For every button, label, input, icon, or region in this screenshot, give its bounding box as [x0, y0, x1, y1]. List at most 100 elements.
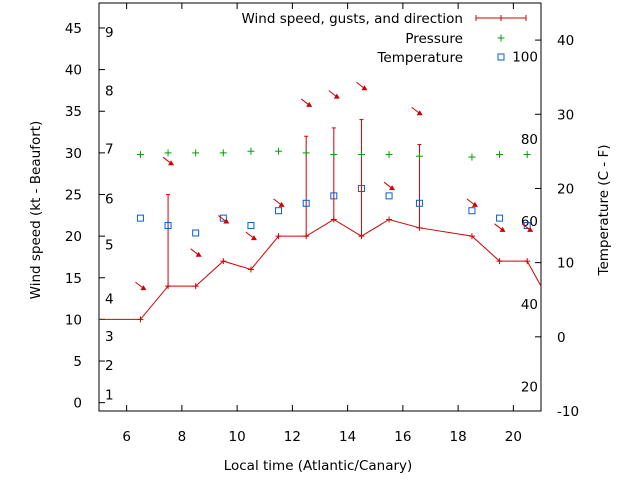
temperature-point	[275, 207, 283, 215]
y-left-axis-ticks: 0 5 10 15 20 25 30 35 40 45	[65, 21, 105, 412]
x-axis-label: Local time (Atlantic/Canary)	[224, 458, 413, 474]
x-tick-label: 18	[450, 429, 467, 445]
temperature-point	[247, 222, 255, 230]
beaufort-label: 8	[105, 83, 114, 99]
wind-direction-arrow	[411, 106, 423, 116]
wind-direction-arrow	[135, 281, 147, 291]
temperature-point	[385, 192, 393, 200]
temperature-point	[357, 184, 365, 192]
wind-speed-point	[275, 233, 282, 240]
fahrenheit-label: 100	[512, 49, 538, 65]
x-axis-ticks: 6 8 10 12 14 16 18 20	[122, 3, 522, 445]
pressure-point	[385, 151, 393, 159]
wind-speed-point	[386, 216, 393, 223]
wind-direction-arrow	[383, 181, 396, 191]
y-left-tick-label: 15	[65, 271, 82, 287]
x-tick-label: 20	[505, 429, 522, 445]
legend-pressure-marker	[497, 34, 505, 42]
temperature-point	[496, 214, 504, 222]
wind-direction-arrow	[356, 81, 368, 91]
x-tick-label: 16	[394, 429, 411, 445]
y-right-tick-label: 0	[557, 330, 566, 346]
fahrenheit-label: 80	[521, 132, 538, 148]
wind-speed-point	[524, 258, 531, 265]
wind-speed-point	[220, 258, 227, 265]
temperature-point	[219, 214, 227, 222]
wind-speed-point	[137, 316, 144, 323]
legend-temperature-marker	[497, 53, 505, 61]
beaufort-scale-labels: 1 2 3 4 5 6 7 8 9	[105, 25, 114, 403]
temperature-point	[302, 199, 310, 207]
temperature-point	[330, 192, 338, 200]
pressure-point	[192, 149, 200, 157]
wind-speed-line	[99, 218, 542, 320]
x-tick-label: 8	[178, 429, 187, 445]
y-left-tick-label: 35	[65, 104, 82, 120]
wind-direction-arrow	[218, 215, 230, 224]
y-left-tick-label: 5	[73, 354, 82, 370]
y-left-tick-label: 25	[65, 188, 82, 204]
temperature-point	[415, 199, 423, 207]
legend-label: Wind speed, gusts, and direction	[241, 11, 463, 27]
wind-speed-point	[468, 233, 475, 240]
wind-direction-arrow	[466, 198, 478, 207]
temperature-point	[136, 214, 144, 222]
wind-direction-arrows	[135, 81, 534, 291]
pressure-point	[164, 149, 172, 157]
y-left-tick-label: 10	[65, 312, 82, 328]
wind-direction-arrow	[521, 223, 534, 232]
pressure-point	[247, 147, 255, 155]
beaufort-label: 1	[105, 387, 114, 403]
x-tick-label: 14	[339, 429, 356, 445]
wind-direction-arrow	[494, 223, 506, 232]
wind-direction-arrow	[300, 98, 313, 107]
pressure-point	[302, 149, 310, 157]
x-tick-label: 10	[229, 429, 246, 445]
pressure-point	[496, 151, 504, 159]
legend-label: Temperature	[376, 50, 463, 66]
wind-direction-arrow	[162, 156, 175, 166]
pressure-point	[275, 147, 283, 155]
y-left-tick-label: 0	[73, 396, 82, 412]
y-right-tick-label: -10	[557, 404, 579, 420]
pressure-point	[330, 151, 338, 159]
temperature-point	[192, 229, 200, 237]
x-tick-label: 12	[284, 429, 301, 445]
beaufort-label: 6	[105, 192, 114, 208]
temperature-point	[164, 222, 172, 230]
wind-speed-point	[247, 266, 254, 273]
y-left-tick-label: 45	[65, 21, 82, 37]
temperature-point	[468, 207, 476, 215]
beaufort-label: 7	[105, 142, 114, 158]
beaufort-label: 4	[105, 292, 114, 308]
legend-label: Pressure	[405, 31, 463, 47]
fahrenheit-label: 20	[521, 380, 538, 396]
y-left-tick-label: 30	[65, 146, 82, 162]
y-left-tick-label: 40	[65, 63, 82, 79]
y-right-tick-label: 30	[557, 107, 574, 123]
pressure-point	[136, 151, 144, 159]
beaufort-label: 3	[105, 329, 114, 345]
pressure-point	[219, 149, 227, 157]
fahrenheit-label: 40	[521, 297, 538, 313]
wind-speed-point	[192, 283, 199, 290]
beaufort-label: 5	[105, 237, 114, 253]
plot-border	[98, 2, 542, 412]
wind-speed-point	[496, 258, 503, 265]
wind-direction-arrow	[273, 198, 285, 207]
wind-direction-arrow	[190, 248, 202, 257]
y-left-axis-label: Wind speed (kt - Beaufort)	[28, 121, 44, 300]
x-tick-label: 6	[122, 429, 131, 445]
wind-direction-arrow	[328, 90, 340, 99]
legend-wind-marker	[475, 15, 527, 21]
pressure-series	[136, 147, 531, 161]
y-right-tick-label: 10	[557, 256, 574, 272]
y-right-tick-label: 40	[557, 33, 574, 49]
pressure-point	[415, 152, 423, 160]
pressure-point	[523, 151, 531, 159]
y-right-axis-ticks: -10 0 10 20 30 40	[535, 33, 579, 420]
y-right-tick-label: 20	[557, 181, 574, 197]
y-left-tick-label: 20	[65, 229, 82, 245]
wind-series	[99, 119, 542, 323]
